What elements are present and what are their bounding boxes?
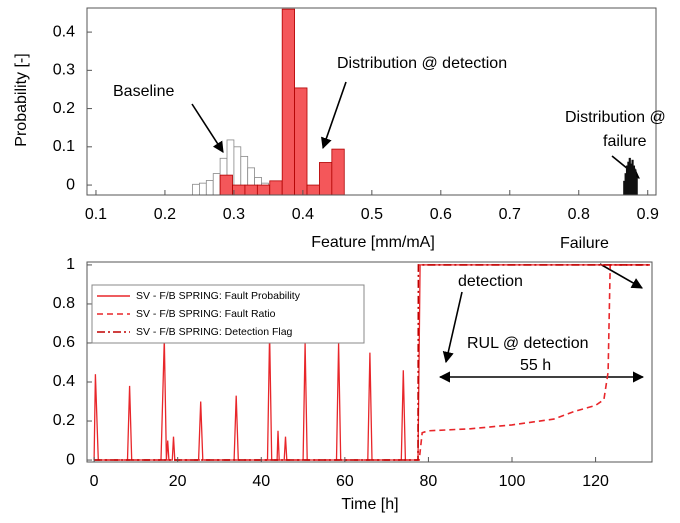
annotation: failure [603, 133, 647, 150]
annotation: Distribution @ detection [337, 55, 507, 72]
y-tick-label: 0.8 [53, 295, 75, 312]
arrows [191, 81, 645, 383]
y-tick-label: 0.2 [53, 412, 75, 429]
x-axis-label: Time [h] [341, 496, 398, 513]
annotation: RUL @ detection [467, 335, 588, 352]
annotation: 55 h [520, 357, 551, 374]
histogram-bar [205, 180, 214, 195]
x-tick-label: 0.7 [499, 206, 521, 223]
x-axis-label: Feature [mm/mA] [311, 234, 435, 251]
plot-frame [86, 261, 653, 463]
y-tick-label: 0 [66, 176, 75, 193]
y-tick-label: 0.2 [53, 100, 75, 117]
arrow [191, 103, 224, 153]
y-tick-label: 1 [66, 256, 75, 273]
y-tick-label: 0.1 [53, 138, 75, 155]
x-tick-label: 80 [420, 473, 438, 490]
y-tick-label: 0.3 [53, 62, 75, 79]
annotation: Distribution @ [565, 109, 666, 126]
legend-label: SV - F/B SPRING: Fault Probability [136, 290, 301, 302]
arrow [442, 291, 463, 364]
x-tick-label: 40 [252, 473, 270, 490]
histogram-bar [635, 177, 638, 195]
legend-label: SV - F/B SPRING: Fault Ratio [136, 308, 276, 320]
x-tick-label: 60 [336, 473, 354, 490]
plot-frame [86, 7, 657, 196]
x-tick-label: 0.5 [361, 206, 383, 223]
annotation: Failure [560, 235, 609, 252]
y-tick-label: 0 [66, 451, 75, 468]
x-tick-label: 0.1 [85, 206, 107, 223]
histogram-bar [306, 184, 320, 195]
histogram-bar [256, 184, 271, 195]
x-tick-label: 0.6 [430, 206, 452, 223]
y-axis-label: Probability [-] [13, 53, 30, 146]
x-tick-label: 0.8 [568, 206, 590, 223]
plot-data [93, 264, 650, 461]
legend-label: SV - F/B SPRING: Detection Flag [136, 326, 293, 338]
y-tick-label: 0.4 [53, 373, 75, 390]
histogram-bar [281, 8, 295, 195]
arrow [321, 81, 347, 150]
x-tick-label: 20 [169, 473, 187, 490]
x-tick-label: 0.3 [223, 206, 245, 223]
x-tick-label: 0.4 [292, 206, 314, 223]
series-line [94, 264, 650, 461]
histogram-bar [212, 173, 221, 195]
annotation: Baseline [113, 83, 174, 100]
x-tick-label: 0 [90, 473, 99, 490]
y-tick-label: 0.4 [53, 23, 75, 40]
series-line [94, 264, 650, 461]
histogram-bar [244, 184, 258, 195]
x-tick-label: 0.2 [154, 206, 176, 223]
legend-box [91, 284, 365, 344]
arrow [599, 263, 643, 289]
plot-data [192, 8, 638, 195]
x-tick-label: 0.9 [637, 206, 659, 223]
series-line [93, 264, 650, 461]
x-tick-label: 120 [582, 473, 609, 490]
histogram-bar [331, 148, 345, 195]
histogram-bar [199, 182, 207, 195]
histogram-bar [319, 162, 333, 195]
y-tick-label: 0.6 [53, 334, 75, 351]
histogram-bar [219, 174, 233, 195]
histogram-bar [294, 87, 308, 195]
x-tick-label: 100 [499, 473, 526, 490]
histogram-bar [269, 180, 283, 195]
annotation: detection [458, 273, 523, 290]
histogram-bar [192, 183, 200, 195]
